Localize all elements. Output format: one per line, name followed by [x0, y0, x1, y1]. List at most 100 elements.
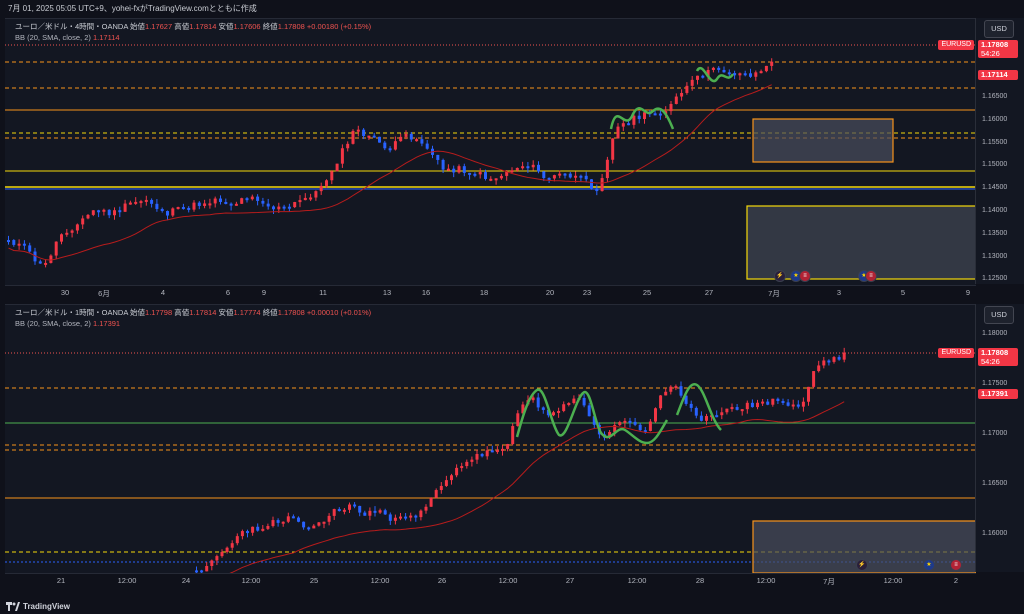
bottom-bb-legend[interactable]: BB (20, SMA, close, 2) 1.17391	[15, 319, 121, 328]
candle	[107, 209, 111, 216]
candle	[160, 208, 164, 212]
candle	[562, 404, 566, 411]
candle	[643, 112, 646, 120]
time-tick: 7月	[823, 577, 835, 586]
candle	[484, 172, 487, 179]
eu-flag-icon-bottom[interactable]: ★	[923, 559, 935, 571]
candle	[245, 198, 249, 201]
candle	[195, 570, 198, 573]
candle	[689, 403, 693, 408]
candle	[266, 203, 270, 207]
candle	[327, 515, 331, 522]
candle	[801, 401, 805, 407]
candle	[335, 163, 339, 172]
top-price-axis[interactable]: USD 1.16500 1.16000 1.15500 1.15000 1.14500 1…	[938, 18, 1024, 284]
bottom-price-axis[interactable]: USD 1.18000 1.17500 1.17000 1.16500 1.16000 …	[938, 304, 1024, 572]
candle	[373, 510, 377, 513]
time-tick: 12:00	[756, 576, 776, 585]
candle	[679, 386, 683, 396]
candle	[669, 386, 673, 392]
top-chart-area[interactable]: ユーロ／米ドル・4時間・OANDA 始値1.17627 高値1.17814 安値…	[5, 18, 976, 286]
us-flag-icon-bottom[interactable]: ≡	[950, 559, 962, 571]
candle	[414, 515, 418, 518]
candle	[203, 203, 207, 206]
time-tick: 6	[225, 288, 231, 297]
candle	[123, 203, 127, 212]
candle	[489, 178, 493, 181]
candle	[587, 405, 591, 417]
time-tick: 12:00	[117, 576, 137, 585]
us-flag-icon-2[interactable]: ≡	[865, 270, 877, 282]
green-pattern	[515, 388, 669, 445]
candle	[616, 126, 620, 139]
candle	[701, 75, 705, 78]
candle	[455, 467, 459, 476]
candle	[251, 526, 255, 533]
time-tick: 5	[900, 288, 906, 297]
candle	[281, 521, 285, 524]
candle	[393, 517, 397, 521]
bottom-time-axis[interactable]: 21 12:00 24 12:00 25 12:00 26 12:00 27 12:00 28 12:…	[5, 574, 976, 588]
top-chart-panel[interactable]: ユーロ／米ドル・4時間・OANDA 始値1.17627 高値1.17814 安値…	[0, 18, 1024, 302]
candle	[499, 175, 503, 179]
candle	[139, 201, 143, 204]
candle	[419, 510, 423, 518]
candle	[388, 148, 392, 151]
time-tick: 9	[965, 288, 971, 297]
candle	[363, 512, 367, 516]
green-pattern	[675, 382, 722, 431]
top-symbol[interactable]: ユーロ／米ドル・4時間・OANDA	[15, 22, 128, 31]
bottom-symbol[interactable]: ユーロ／米ドル・1時間・OANDA	[15, 308, 128, 317]
candle	[205, 565, 209, 572]
candle	[309, 197, 313, 200]
candle	[91, 210, 95, 215]
candle	[215, 556, 219, 561]
lightning-icon[interactable]: ⚡	[774, 270, 786, 282]
time-tick: 9	[261, 288, 267, 297]
candle	[425, 143, 429, 149]
candle	[608, 432, 612, 438]
candle	[761, 401, 765, 404]
candle	[303, 197, 307, 201]
candle	[70, 230, 74, 233]
candle	[266, 526, 270, 529]
top-currency-button[interactable]: USD	[984, 20, 1014, 38]
candle	[510, 170, 514, 173]
price-tick: 1.18000	[982, 330, 1008, 337]
price-tick: 1.17000	[982, 430, 1008, 437]
candle	[271, 520, 275, 527]
candle	[22, 243, 26, 246]
candle	[325, 180, 328, 186]
candle	[225, 547, 229, 553]
candle	[240, 531, 244, 537]
lightning-icon-bottom[interactable]: ⚡	[856, 559, 868, 571]
candle	[97, 210, 101, 213]
time-tick: 12:00	[241, 576, 261, 585]
candle	[633, 421, 637, 425]
top-symbol-tag: EURUSD	[938, 40, 974, 50]
candle	[210, 560, 214, 566]
candle	[526, 166, 530, 169]
candle	[592, 416, 596, 425]
candle	[600, 178, 604, 192]
support-zone	[746, 205, 976, 280]
candle	[452, 168, 456, 173]
candle	[791, 404, 795, 407]
green-pattern	[609, 107, 675, 130]
top-legend: ユーロ／米ドル・4時間・OANDA 始値1.17627 高値1.17814 安値…	[15, 22, 372, 31]
top-time-axis[interactable]: 30 6月 4 6 9 11 13 16 18 20 23 25 27 7月 3 5 9	[5, 286, 976, 300]
tradingview-logo[interactable]: TradingView	[6, 602, 70, 611]
bottom-chart-area[interactable]: ユーロ／米ドル・1時間・OANDA 始値1.17798 高値1.17814 安値…	[5, 304, 976, 574]
bottom-chart-panel[interactable]: ユーロ／米ドル・1時間・OANDA 始値1.17798 高値1.17814 安値…	[0, 304, 1024, 592]
top-bb-legend[interactable]: BB (20, SMA, close, 2) 1.17114	[15, 33, 120, 42]
time-tick: 27	[704, 288, 714, 297]
candle	[473, 173, 477, 176]
candle	[770, 61, 774, 66]
candle	[12, 240, 16, 245]
bottom-bb-tag: 1.17391	[978, 389, 1018, 399]
bottom-currency-button[interactable]: USD	[984, 306, 1014, 324]
candle	[685, 85, 689, 93]
us-flag-icon[interactable]: ≡	[799, 270, 811, 282]
candle	[192, 202, 196, 210]
candle	[81, 218, 85, 225]
